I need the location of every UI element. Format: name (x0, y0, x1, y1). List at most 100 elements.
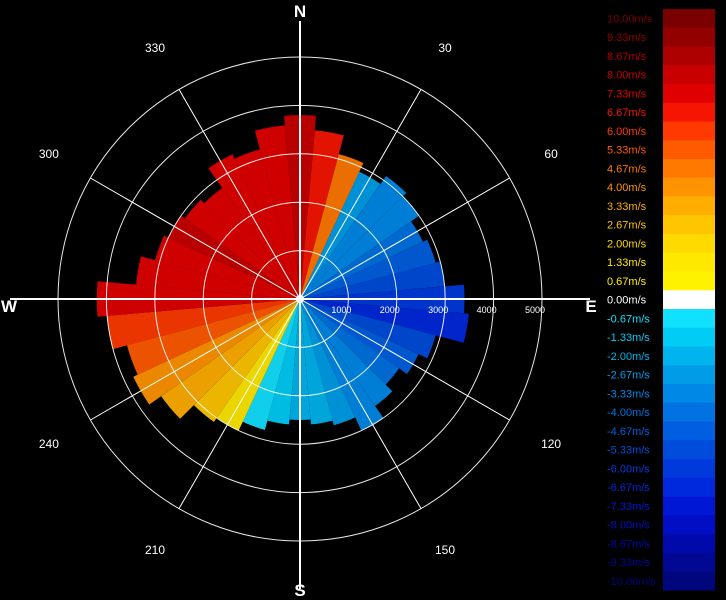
angle-tick-label-120: 120 (541, 437, 561, 451)
legend-swatch (663, 477, 715, 497)
legend-swatch (663, 159, 715, 179)
velocity-sector-280 (136, 256, 300, 299)
range-tick-labels: 1000 2000 3000 4000 5000 (331, 305, 545, 315)
legend-swatch (663, 290, 715, 310)
angle-tick-label-330: 330 (145, 41, 165, 55)
legend-label: -6.00m/s (607, 463, 650, 475)
legend-label: -2.67m/s (607, 370, 650, 382)
legend-label: -8.67m/s (607, 538, 650, 550)
legend-swatch (663, 9, 715, 29)
velocity-sector-10 (300, 130, 344, 299)
range-tick-label-5000: 5000 (525, 305, 545, 315)
compass-west-label: W (1, 297, 18, 316)
velocity-sector-210 (216, 299, 300, 431)
velocity-sector-140 (300, 299, 393, 406)
legend-swatch (663, 84, 715, 104)
compass-east-label: E (585, 297, 596, 316)
legend-swatch (663, 346, 715, 366)
velocity-sector-260 (107, 299, 300, 350)
legend-label: 4.00m/s (607, 182, 647, 194)
velocity-sector-130 (300, 299, 400, 385)
angle-tick-label-300: 300 (39, 147, 59, 161)
range-tick-label-3000: 3000 (428, 305, 448, 315)
velocity-sector-250 (127, 299, 300, 375)
velocity-sector-330 (208, 154, 300, 299)
legend-swatch (663, 46, 715, 66)
legend-label: 8.67m/s (607, 51, 647, 63)
legend-label: 7.33m/s (607, 88, 647, 100)
legend-label: -4.67m/s (607, 426, 650, 438)
legend-swatch (663, 534, 715, 554)
velocity-sector-340 (234, 149, 300, 299)
legend-label: 3.33m/s (607, 201, 647, 213)
radial-line-120 (299, 298, 510, 421)
velocity-sector-120 (300, 299, 419, 374)
legend-label: -8.00m/s (607, 520, 650, 532)
angle-tick-label-210: 210 (145, 543, 165, 557)
legend-swatch (663, 571, 715, 591)
legend-swatch (663, 515, 715, 535)
range-tick-label-2000: 2000 (380, 305, 400, 315)
legend-swatch (663, 234, 715, 254)
angle-tick-label-30: 30 (438, 41, 452, 55)
radial-line-210 (178, 298, 301, 509)
legend-swatch (663, 27, 715, 47)
legend-label: -7.33m/s (607, 501, 650, 513)
velocity-sector-20 (300, 154, 364, 299)
legend-swatch (663, 402, 715, 422)
legend-label: -9.33m/s (607, 557, 650, 569)
legend-swatch (663, 496, 715, 516)
legend-label: -0.67m/s (607, 313, 650, 325)
radar-center-marker (296, 295, 304, 303)
legend-label: 2.67m/s (607, 220, 647, 232)
legend-swatch (663, 271, 715, 291)
velocity-sector-320 (204, 188, 300, 299)
velocity-sector-300 (168, 215, 300, 299)
radial-line-300 (90, 177, 301, 300)
legend-label: 8.00m/s (607, 70, 647, 82)
legend-swatch (663, 102, 715, 122)
legend-label: 6.67m/s (607, 107, 647, 119)
legend-label: 9.33m/s (607, 32, 647, 44)
legend-label: -3.33m/s (607, 388, 650, 400)
velocity-sector-350 (254, 125, 300, 300)
legend-label: 10.00m/s (607, 13, 653, 25)
legend-swatch (663, 65, 715, 85)
range-tick-label-1000: 1000 (331, 305, 351, 315)
legend-swatch (663, 177, 715, 197)
legend-swatch (663, 121, 715, 141)
legend-label: -4.00m/s (607, 407, 650, 419)
compass-south-label: S (294, 581, 305, 600)
velocity-sector-40 (300, 176, 407, 299)
velocity-sector-50 (300, 196, 419, 299)
velocity-sector-30 (300, 171, 381, 299)
legend-swatch (663, 309, 715, 329)
velocity-sector-240 (133, 299, 300, 405)
range-tick-label-4000: 4000 (477, 305, 497, 315)
velocity-sector-220 (193, 299, 300, 422)
velocity-sector-150 (300, 299, 384, 431)
angle-tick-labels: 30 60 120 150 210 240 300 330 (39, 41, 562, 557)
legend-label: -10.00m/s (607, 576, 656, 588)
legend-label: -6.67m/s (607, 482, 650, 494)
angle-tick-label-60: 60 (544, 147, 558, 161)
legend-label: 5.33m/s (607, 145, 647, 157)
radial-line-30 (299, 89, 422, 300)
velocity-sector-70 (300, 239, 436, 299)
legend-swatch (663, 365, 715, 385)
legend-label: -5.33m/s (607, 445, 650, 457)
legend-label: 0.67m/s (607, 276, 647, 288)
legend-label: 1.33m/s (607, 257, 647, 269)
polar-grid (10, 21, 590, 589)
legend-swatch (663, 552, 715, 572)
velocity-sector-310 (185, 199, 300, 299)
velocity-sector-200 (242, 299, 300, 430)
legend-label: 6.00m/s (607, 126, 647, 138)
radial-line-60 (299, 177, 510, 300)
velocity-legend: 10.00m/s 9.33m/s 8.67m/s 8.00m/s 7.33m/s 6.67… (607, 9, 715, 591)
velocity-sector-100 (300, 299, 469, 343)
legend-swatch (663, 196, 715, 216)
velocity-sector-80 (300, 261, 445, 299)
radial-line-240 (90, 298, 301, 421)
